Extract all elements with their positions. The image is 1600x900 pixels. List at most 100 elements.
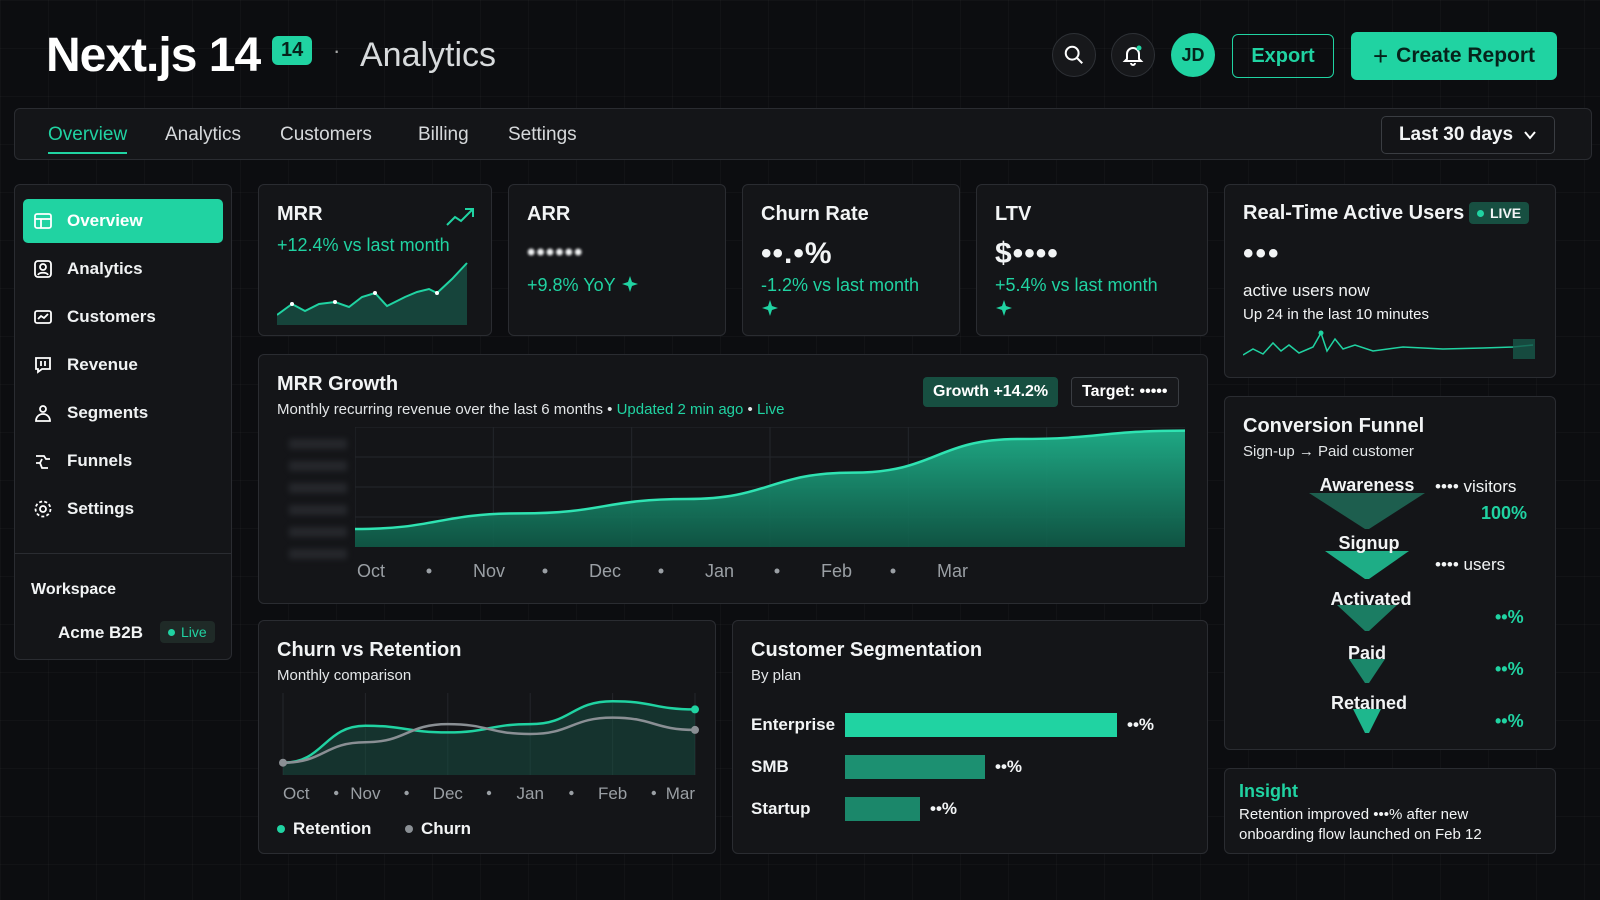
gear-icon: [34, 500, 52, 518]
x-tick-label: Feb: [821, 561, 852, 577]
insight-title: Insight: [1239, 781, 1298, 801]
notifications-button[interactable]: [1111, 33, 1155, 77]
tab-billing[interactable]: Billing: [418, 124, 469, 145]
mrr-area-chart: Oct Nov Dec Jan Feb Mar: [355, 427, 1186, 577]
segment-bar[interactable]: [845, 797, 920, 821]
realtime-sparkline: [1243, 330, 1535, 359]
export-button[interactable]: Export: [1232, 34, 1334, 78]
kpi-card-arr[interactable]: ARR •••••• +9.8% YoY: [508, 184, 726, 336]
sidebar-item-label: Analytics: [67, 259, 143, 278]
active-users-change: Up 24 in the last 10 minutes: [1243, 306, 1429, 323]
realtime-users-card: Real-Time Active Users LIVE ••• active u…: [1224, 184, 1556, 378]
churn-retention-line-chart: Oct Nov Dec Jan Feb Mar: [279, 693, 699, 803]
sidebar-item-segments[interactable]: Segments: [23, 391, 223, 435]
x-tick-label: Jan: [516, 784, 543, 803]
workspace-name[interactable]: Acme B2B: [58, 623, 144, 642]
mrr-growth-title: MRR Growth: [277, 373, 399, 395]
churn-retention-subtitle: Monthly comparison: [277, 667, 412, 684]
funnel-activated-pct: ••%: [1495, 607, 1524, 627]
insight-text: Retention improved •••% after new onboar…: [1239, 806, 1482, 843]
sparkle-icon: [622, 276, 638, 292]
sidebar-divider: [15, 553, 231, 554]
x-tick-separator: [651, 790, 656, 796]
live-indicator: Live: [756, 401, 785, 418]
tab-overview[interactable]: Overview: [48, 124, 128, 154]
realtime-title: Real-Time Active Users: [1243, 202, 1465, 224]
dashboard-icon: [34, 213, 52, 229]
create-report-label: Create Report: [1396, 44, 1536, 67]
x-tick-label: Jan: [705, 561, 734, 577]
sidebar-item-overview[interactable]: Overview: [23, 199, 223, 243]
user-avatar[interactable]: JD: [1171, 33, 1215, 77]
workspace-label: Workspace: [31, 581, 117, 598]
retention-end-point: [691, 705, 699, 714]
workspace-status-badge: Live: [160, 621, 215, 643]
segment-bar[interactable]: [845, 713, 1117, 737]
sidebar-item-settings[interactable]: Settings: [23, 487, 223, 531]
sidebar-item-revenue[interactable]: Revenue: [23, 343, 223, 387]
mrr-sparkline: [277, 262, 468, 325]
target-pill: Target: •••••: [1071, 377, 1179, 407]
x-tick-label: Nov: [350, 784, 381, 803]
x-tick-label: Mar: [666, 784, 696, 803]
x-tick-separator: [404, 790, 409, 796]
x-tick-separator: [569, 790, 574, 796]
churn-line: [282, 716, 696, 764]
segment-value: ••%: [930, 799, 958, 818]
segment-label: Enterprise: [751, 715, 836, 734]
tab-analytics[interactable]: Analytics: [165, 124, 242, 145]
conversion-funnel-card: Conversion Funnel Sign-up → Paid custome…: [1224, 396, 1556, 750]
kpi-value: ••••••: [527, 239, 584, 266]
chevron-down-icon: [1524, 131, 1536, 140]
segment-value: ••%: [1127, 715, 1155, 734]
sidebar-item-customers[interactable]: Customers: [23, 295, 223, 339]
x-tick-separator: [774, 568, 780, 574]
tab-settings[interactable]: Settings: [508, 124, 577, 145]
sidebar-item-funnels[interactable]: Funnels: [23, 439, 223, 483]
mrr-area: [355, 430, 1185, 547]
segment-bar[interactable]: [845, 755, 985, 779]
title-separator: ·: [333, 38, 341, 63]
kpi-title: ARR: [527, 203, 571, 225]
x-tick-label: Mar: [937, 561, 968, 577]
funnel-stage-signup: Signup: [1338, 533, 1400, 553]
churn-retention-card: Churn vs Retention Monthly comparison Oc…: [258, 620, 716, 854]
growth-pill: Growth +14.2%: [923, 377, 1059, 407]
x-tick-label: Dec: [433, 784, 464, 803]
x-tick-label: Feb: [598, 784, 627, 803]
segment-label: SMB: [751, 757, 789, 776]
x-tick-separator: [334, 790, 339, 796]
funnel-stage-retained: Retained: [1330, 693, 1408, 713]
kpi-delta: +12.4% vs last month: [277, 235, 450, 255]
bell-icon: [1122, 45, 1144, 66]
churn-retention-title: Churn vs Retention: [277, 639, 462, 661]
kpi-delta: +5.4% vs last month: [995, 275, 1158, 295]
date-range-select[interactable]: Last 30 days: [1381, 116, 1555, 154]
x-tick-separator: [542, 568, 548, 574]
create-report-button[interactable]: + Create Report: [1351, 32, 1557, 80]
kpi-title: MRR: [277, 203, 323, 225]
mrr-growth-card: MRR Growth Monthly recurring revenue ove…: [258, 354, 1208, 604]
kpi-value: $••••: [995, 237, 1059, 270]
search-button[interactable]: [1052, 33, 1096, 77]
tab-customers[interactable]: Customers: [280, 124, 372, 145]
top-tab-bar: Overview Analytics Customers Billing Set…: [14, 108, 1592, 160]
version-badge: 14: [272, 36, 313, 65]
mrr-growth-subtitle: Monthly recurring revenue over the last …: [277, 401, 785, 418]
retention-area: [283, 701, 695, 775]
kpi-card-churn-rate[interactable]: Churn Rate ••.•% -1.2% vs last month: [742, 184, 960, 336]
x-tick-separator: [486, 790, 492, 796]
x-tick-separator: [658, 568, 664, 574]
kpi-value: ••.•%: [761, 237, 833, 270]
funnel-retained-pct: ••%: [1495, 711, 1524, 731]
kpi-card-ltv[interactable]: LTV $•••• +5.4% vs last month: [976, 184, 1208, 336]
live-badge: LIVE: [1469, 202, 1530, 224]
app-title: Next.js 14: [46, 29, 261, 82]
trend-up-icon: [446, 208, 474, 226]
sidebar-item-analytics[interactable]: Analytics: [23, 247, 223, 291]
funnel-awareness-note: •••• visitors: [1435, 477, 1517, 496]
y-axis-labels-blurred: [289, 439, 347, 565]
kpi-card-mrr[interactable]: MRR +12.4% vs last month: [258, 184, 492, 336]
insight-card: Insight Retention improved •••% after ne…: [1224, 768, 1556, 854]
segmentation-subtitle: By plan: [751, 667, 802, 684]
